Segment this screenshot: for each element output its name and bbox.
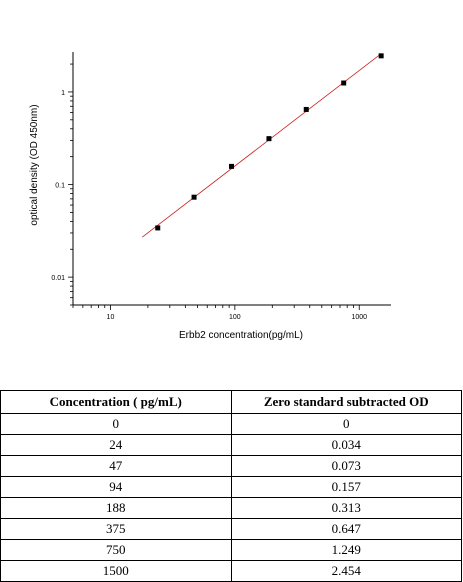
x-tick-label: 1000 [351, 314, 367, 321]
y-tick-label: 0.01 [51, 275, 65, 282]
data-point [155, 225, 161, 231]
table-row: 750 1.249 [0, 539, 462, 561]
x-axis-label: Erbb2 concentration(pg/mL) [179, 330, 303, 341]
data-points [155, 53, 384, 231]
cell-od: 0 [230, 413, 462, 435]
table-row: 375 0.647 [0, 518, 462, 540]
cell-concentration: 750 [0, 539, 232, 561]
table-header-row: Concentration ( pg/mL) Zero standard sub… [0, 390, 462, 414]
cell-concentration: 188 [0, 497, 232, 519]
table-row: 24 0.034 [0, 434, 462, 456]
x-tick-label: 100 [229, 314, 241, 321]
cell-concentration: 0 [0, 413, 232, 435]
cell-concentration: 375 [0, 518, 232, 540]
cell-od: 0.647 [230, 518, 462, 540]
data-point [191, 194, 197, 200]
x-tick-label: 10 [107, 314, 115, 321]
cell-od: 2.454 [230, 560, 462, 582]
table-row: 188 0.313 [0, 497, 462, 519]
y-axis-label: optical density (OD 450nm) [29, 104, 40, 225]
table-row: 94 0.157 [0, 476, 462, 498]
cell-od: 0.073 [230, 455, 462, 477]
cell-od: 0.157 [230, 476, 462, 498]
data-point [266, 136, 272, 142]
standard-data-table: Concentration ( pg/mL) Zero standard sub… [0, 390, 462, 582]
cell-concentration: 1500 [0, 560, 232, 582]
table-row: 1500 2.454 [0, 560, 462, 582]
y-tick-label: 0.1 [55, 183, 65, 190]
table-body: 0 0 24 0.034 47 0.073 94 0.157 188 0.313 375 0.647 7… [0, 413, 462, 582]
axes [72, 52, 391, 306]
cell-od: 0.034 [230, 434, 462, 456]
ticks: 10 100 1000 0.01 0.1 1 [51, 63, 367, 321]
data-point [303, 106, 309, 112]
header-concentration: Concentration ( pg/mL) [0, 390, 232, 414]
data-point [229, 163, 235, 169]
cell-concentration: 24 [0, 434, 232, 456]
standard-curve-chart: 10 100 1000 0.01 0.1 1 Erbb2 concentration(pg… [29, 52, 391, 341]
header-od: Zero standard subtracted OD [230, 390, 462, 414]
cell-concentration: 94 [0, 476, 232, 498]
table-row: 47 0.073 [0, 455, 462, 477]
data-point [341, 80, 347, 86]
y-tick-label: 1 [61, 90, 65, 97]
cell-concentration: 47 [0, 455, 232, 477]
data-point [378, 53, 384, 59]
cell-od: 0.313 [230, 497, 462, 519]
cell-od: 1.249 [230, 539, 462, 561]
